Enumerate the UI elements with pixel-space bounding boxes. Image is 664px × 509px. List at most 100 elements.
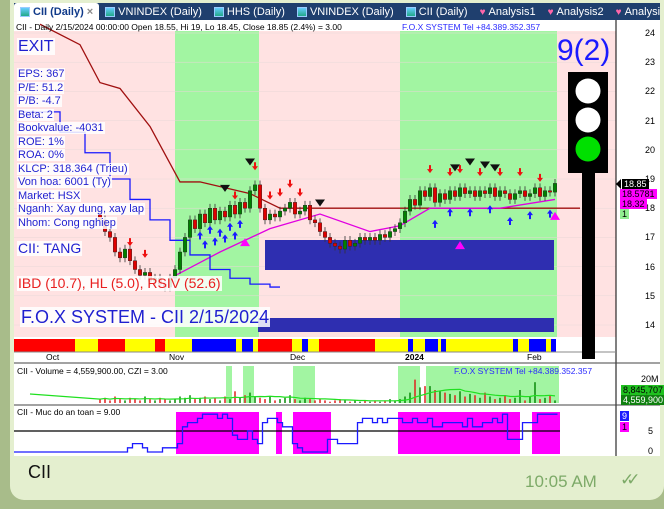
tab-label: VNINDEX (Daily) [309, 6, 394, 18]
sell-triangle-icon [480, 161, 490, 169]
trend-color-strip [438, 339, 441, 352]
date-axis-label: 2024 [405, 352, 424, 362]
sell-triangle-icon [245, 158, 255, 166]
candle [207, 207, 212, 223]
analysis-icon: ♥ [615, 6, 622, 18]
sell-arrow-icon [497, 168, 503, 177]
trend-color-strip [518, 339, 529, 352]
candle [523, 190, 528, 197]
trend-color-strip [236, 339, 242, 352]
traffic-light-pole [582, 170, 595, 359]
price-axis-label: 15 [645, 290, 656, 301]
chart-icon [405, 7, 416, 17]
trend-color-strip [446, 339, 513, 352]
candle [303, 205, 308, 212]
candle [137, 269, 142, 276]
candle [278, 210, 283, 218]
candle [373, 237, 378, 241]
candle [428, 187, 433, 197]
candle [273, 213, 278, 218]
candle [232, 205, 237, 215]
candle [308, 205, 313, 221]
tab-4[interactable]: CII (Daily) [400, 6, 474, 18]
chart-icon [296, 7, 307, 17]
price-axis-label: 21 [645, 115, 656, 126]
candle [338, 245, 343, 250]
candle [222, 210, 227, 218]
price-tag: 18.32 [620, 199, 647, 209]
traffic-light-red-icon [575, 78, 601, 104]
ratings-label: IBD (10.7), HL (5.0), RSIV (52.6) [17, 275, 222, 291]
candle [488, 187, 493, 194]
date-axis-label: Nov [169, 352, 185, 362]
buy-triangle-icon [550, 211, 560, 220]
buy-arrow-icon [217, 228, 223, 237]
safety-threshold-tag: 1 [620, 422, 630, 432]
candle [543, 190, 548, 197]
sell-arrow-icon [457, 165, 463, 174]
tab-6[interactable]: ♥ Analysis2 [542, 6, 610, 18]
price-tag: 18.5781 [620, 189, 657, 199]
volume-zone [426, 366, 559, 403]
price-tag: 18.85 [622, 179, 649, 189]
buy-arrow-icon [222, 234, 228, 243]
candle [458, 187, 463, 197]
candle [533, 187, 538, 194]
price-tag: 1 [620, 209, 630, 219]
candle [503, 190, 508, 194]
candle [182, 237, 187, 253]
candle [393, 228, 398, 232]
fundamental-item: Nhom: Cong nghiep [17, 216, 117, 229]
candle [513, 193, 518, 200]
candle [288, 202, 293, 209]
candle [132, 260, 137, 270]
candle [202, 213, 207, 223]
candle [112, 237, 117, 253]
candle [548, 190, 553, 193]
price-axis-label: 19 [645, 174, 656, 184]
footer-label: F.O.X SYSTEM - CII 2/15/2024 [20, 307, 271, 327]
fundamental-item: P/B: -4.7 [17, 95, 62, 107]
chart-tab-bar: CII (Daily) × VNINDEX (Daily) HHS (Daily) VN… [14, 3, 660, 21]
volume-profile-box [265, 240, 554, 270]
safety-axis-0: 0 [648, 446, 654, 456]
sell-arrow-icon [267, 191, 273, 200]
candle [418, 190, 423, 206]
trend-color-strip [14, 339, 75, 352]
volume-tag: 4,559,900 [621, 395, 664, 405]
candle [227, 205, 232, 218]
tab-close-icon[interactable]: × [86, 6, 94, 18]
volume-panel-title: CII - Volume = 4,559,900.00, CZI = 3.00 [17, 366, 168, 376]
candle [528, 193, 533, 197]
candle [268, 213, 273, 221]
fundamental-item: Bookvalue: -4031 [17, 122, 105, 134]
traffic-light-yellow-icon [575, 107, 601, 133]
candle [343, 240, 348, 250]
tab-3[interactable]: VNINDEX (Daily) [291, 6, 400, 18]
candle [423, 190, 428, 197]
tab-0[interactable]: CII (Daily) × [14, 3, 100, 21]
candle [483, 190, 488, 194]
tab-1[interactable]: VNINDEX (Daily) [99, 6, 208, 18]
buy-arrow-icon [467, 208, 473, 217]
candle [383, 234, 388, 238]
tab-label: Analysis2 [556, 6, 604, 18]
candle [237, 202, 242, 215]
fundamental-item: P/E: 51.2 [17, 81, 65, 94]
price-tag-pointer [616, 179, 621, 189]
buy-arrow-icon [232, 231, 238, 240]
trend-color-strip [302, 339, 308, 352]
trend-color-strip [155, 339, 165, 352]
date-axis-label: Dec [290, 352, 306, 362]
trend-color-strip [546, 339, 551, 352]
tab-2[interactable]: HHS (Daily) [208, 6, 291, 18]
tab-7[interactable]: ♥Analysis3 [610, 6, 660, 18]
trend-color-strip [165, 339, 192, 352]
chart-icon [105, 7, 116, 17]
candle [508, 193, 513, 200]
candle [283, 207, 288, 212]
tab-5[interactable]: ♥ Analysis1 [474, 6, 542, 18]
buy-arrow-icon [197, 231, 203, 240]
candle [408, 199, 413, 212]
